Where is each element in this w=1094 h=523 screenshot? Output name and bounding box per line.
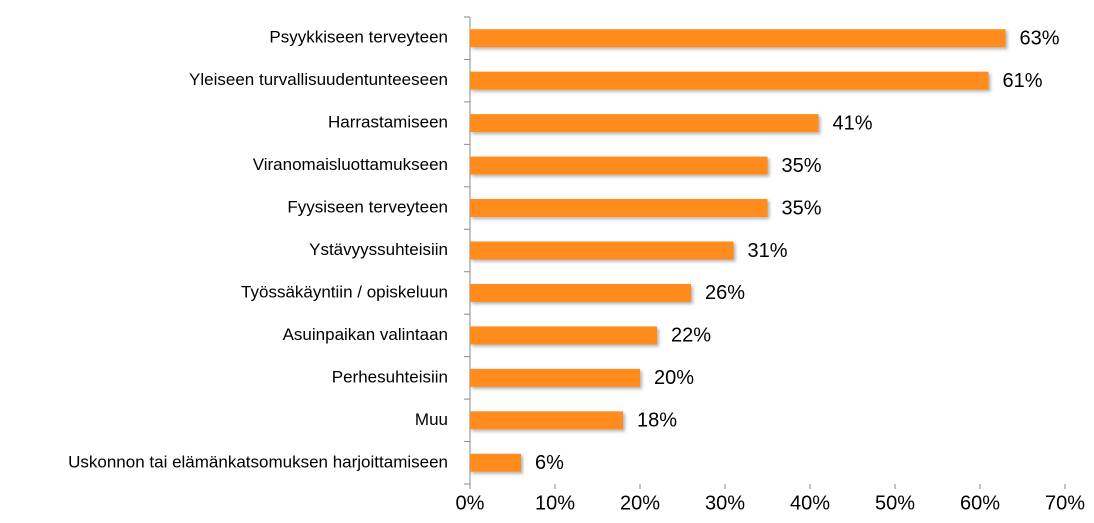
category-label: Työssäkäyntiin / opiskeluun	[241, 282, 448, 301]
value-label: 20%	[654, 367, 694, 389]
x-tick-label: 50%	[875, 492, 915, 514]
x-tick-label: 70%	[1045, 492, 1085, 514]
category-label: Viranomaisluottamukseen	[253, 155, 448, 174]
bar	[470, 453, 521, 472]
bar	[470, 283, 691, 302]
bar	[470, 199, 768, 218]
bar	[470, 156, 768, 175]
category-label: Muu	[415, 410, 448, 429]
value-label: 26%	[705, 282, 745, 304]
x-tick-label: 0%	[456, 492, 485, 514]
value-label: 35%	[782, 155, 822, 177]
x-tick-label: 30%	[705, 492, 745, 514]
bar	[470, 326, 657, 345]
category-label: Harrastamiseen	[328, 113, 448, 132]
value-label: 63%	[1020, 28, 1060, 50]
bar	[470, 411, 623, 430]
value-label: 41%	[833, 112, 873, 134]
x-tick-label: 10%	[535, 492, 575, 514]
value-label: 22%	[671, 325, 711, 347]
bar	[470, 114, 819, 133]
category-label: Psyykkiseen terveyteen	[269, 28, 448, 47]
category-label: Fyysiseen terveyteen	[287, 198, 448, 217]
x-tick-label: 60%	[960, 492, 1000, 514]
value-label: 6%	[535, 452, 564, 474]
bar	[470, 29, 1006, 48]
x-tick-label: 20%	[620, 492, 660, 514]
category-label: Perhesuhteisiin	[332, 367, 448, 386]
category-label: Uskonnon tai elämänkatsomuksen harjoitta…	[68, 452, 448, 471]
value-label: 18%	[637, 410, 677, 432]
value-label: 35%	[782, 197, 822, 219]
category-label: Asuinpaikan valintaan	[283, 325, 448, 344]
category-label: Ystävyyssuhteisiin	[309, 240, 448, 259]
bar	[470, 368, 640, 387]
value-label: 31%	[748, 240, 788, 262]
bar	[470, 241, 734, 260]
x-tick-label: 40%	[790, 492, 830, 514]
bar	[470, 71, 989, 90]
value-label: 61%	[1003, 70, 1043, 92]
category-label: Yleiseen turvallisuudentunteeseen	[189, 70, 448, 89]
